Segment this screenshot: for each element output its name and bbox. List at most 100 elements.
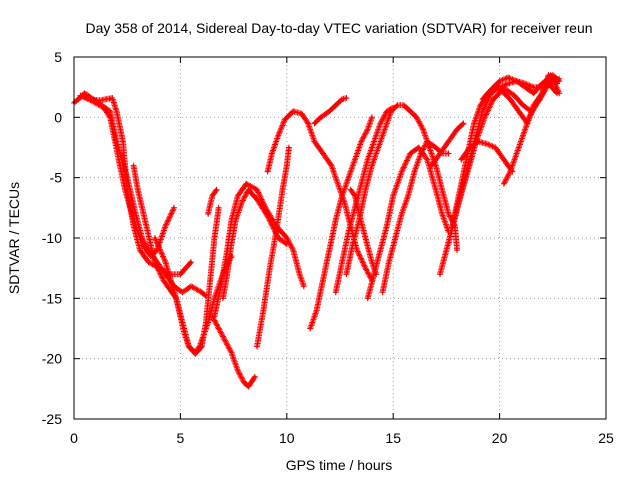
data-point [366, 128, 369, 131]
y-axis-label: SDTVAR / TECUs [6, 182, 22, 294]
data-point [447, 152, 450, 155]
data-point [347, 176, 350, 179]
data-point [360, 140, 363, 143]
data-point [298, 273, 301, 276]
data-point [523, 86, 527, 89]
data-point [189, 260, 193, 264]
data-point [409, 152, 412, 155]
data-point [370, 116, 374, 119]
data-point [309, 327, 312, 330]
data-point [172, 206, 176, 209]
data-point [472, 122, 476, 125]
data-point [353, 194, 357, 197]
data-point [221, 297, 225, 300]
y-tick-label: 0 [54, 109, 62, 125]
data-point [164, 260, 167, 264]
series-marks [254, 144, 292, 350]
x-tick-label: 15 [385, 430, 401, 446]
data-point [353, 158, 357, 161]
data-point [521, 104, 525, 107]
series-track-6 [205, 186, 220, 217]
data-point [126, 188, 129, 191]
series-track-21 [445, 80, 561, 247]
data-point [347, 230, 350, 234]
data-point [236, 369, 240, 372]
data-point [181, 291, 184, 294]
data-point [383, 128, 386, 131]
data-point [477, 140, 480, 143]
x-tick-label: 20 [492, 430, 508, 446]
data-point [111, 96, 114, 100]
data-point [492, 98, 495, 101]
data-point [245, 182, 248, 185]
data-point [230, 242, 233, 246]
data-point [262, 309, 265, 312]
data-point [213, 315, 216, 318]
data-point [162, 279, 165, 282]
data-point [313, 140, 316, 143]
data-point [300, 112, 303, 115]
data-point [285, 242, 288, 246]
data-point [479, 104, 482, 107]
data-point [489, 88, 493, 91]
data-point [466, 170, 469, 173]
data-point [147, 260, 150, 264]
data-point [366, 158, 369, 161]
data-point [509, 170, 512, 173]
data-point [181, 321, 184, 324]
data-point [494, 146, 497, 149]
data-point [115, 110, 118, 113]
data-point [247, 385, 250, 388]
data-point [206, 212, 210, 216]
data-point [285, 164, 288, 167]
data-point [243, 381, 246, 384]
data-point [121, 140, 125, 143]
series-track-5 [151, 204, 222, 357]
data-point [79, 94, 82, 97]
data-point [460, 158, 463, 161]
data-point [370, 164, 374, 167]
data-point [219, 285, 222, 288]
data-point [434, 164, 437, 167]
data-point [109, 116, 112, 119]
data-point [343, 200, 346, 203]
data-point [223, 339, 227, 342]
data-point [506, 82, 510, 85]
data-point [226, 248, 229, 252]
data-point [340, 194, 344, 197]
data-point [164, 224, 167, 228]
data-point [179, 273, 182, 276]
data-point [204, 321, 208, 324]
data-point [217, 327, 220, 330]
data-point [364, 236, 367, 240]
data-point [551, 79, 554, 83]
series-track-19 [428, 120, 467, 169]
data-point [483, 116, 486, 119]
data-point [132, 224, 135, 228]
data-point [440, 212, 444, 216]
y-tick-label: 5 [54, 49, 62, 65]
data-point [415, 116, 418, 119]
data-point [372, 140, 376, 143]
data-point [255, 198, 259, 201]
series-track-12 [311, 95, 350, 127]
y-tick-label: -5 [50, 170, 63, 186]
data-point [266, 170, 269, 173]
data-point [504, 88, 508, 91]
data-point [330, 164, 333, 167]
data-point [392, 194, 395, 197]
series-track-25 [479, 72, 563, 103]
data-point [328, 110, 331, 113]
data-point [336, 182, 340, 185]
data-point [455, 248, 459, 252]
data-point [358, 212, 361, 216]
data-point [277, 134, 280, 137]
data-point [445, 248, 448, 252]
data-point [438, 152, 442, 155]
data-point [153, 260, 157, 264]
x-tick-label: 5 [177, 430, 185, 446]
data-point [140, 242, 144, 246]
data-point [268, 267, 271, 270]
data-point [213, 236, 216, 240]
